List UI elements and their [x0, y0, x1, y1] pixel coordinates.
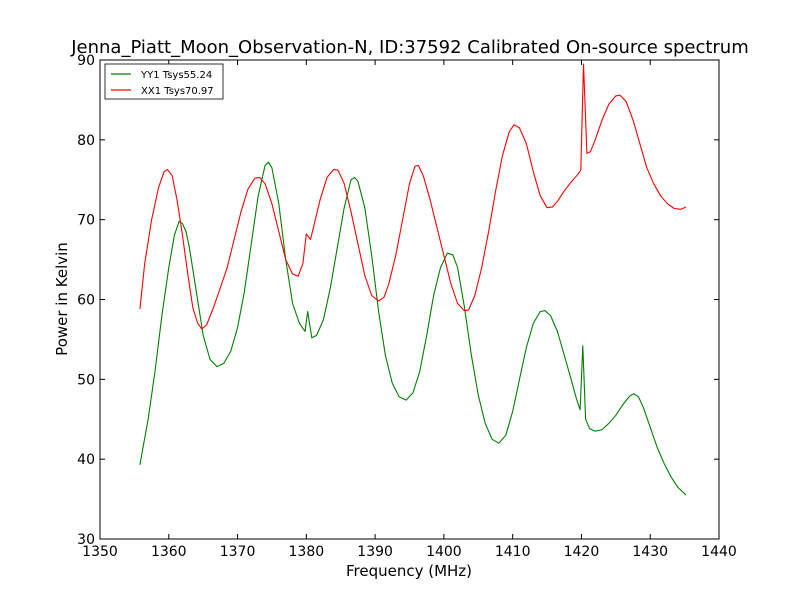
plot-area: 1350 1360 1370 1380 1390 1400 1410 1420 1430 1440…: [77, 53, 737, 560]
y-tick-label: 90: [77, 53, 95, 69]
y-axis-ticks: 30 40 50 60 70 80 90: [77, 53, 719, 548]
x-tick-label: 1410: [495, 544, 531, 560]
series-line-xx1: [139, 63, 687, 330]
chart-title: Jenna_Piatt_Moon_Observation-N, ID:37592…: [70, 37, 749, 58]
x-tick-label: 1420: [564, 544, 600, 560]
x-tick-label: 1440: [701, 544, 737, 560]
x-tick-label: 1390: [357, 544, 393, 560]
y-tick-label: 80: [77, 133, 95, 149]
plot-background: [100, 60, 719, 539]
x-tick-label: 1370: [220, 544, 256, 560]
legend-entries: YY1 Tsys55.24 XX1 Tsys70.97: [111, 70, 214, 97]
x-tick-label: 1360: [151, 544, 187, 560]
x-tick-label: 1350: [82, 544, 118, 560]
x-tick-label: 1400: [426, 544, 462, 560]
x-axis-label: Frequency (MHz): [346, 562, 472, 580]
legend-box: [104, 63, 224, 100]
legend-label: YY1 Tsys55.24: [140, 70, 212, 81]
y-tick-label: 70: [77, 213, 95, 229]
y-tick-label: 30: [77, 532, 95, 548]
legend-label: XX1 Tsys70.97: [141, 86, 214, 97]
x-tick-label: 1430: [632, 544, 668, 560]
y-tick-label: 40: [77, 452, 95, 468]
x-tick-label: 1380: [289, 544, 325, 560]
legend: YY1 Tsys55.24 XX1 Tsys70.97: [104, 63, 224, 100]
y-tick-label: 60: [77, 293, 95, 309]
series-line-yy1: [139, 161, 687, 496]
y-tick-label: 50: [77, 372, 95, 388]
y-axis-label: Power in Kelvin: [53, 242, 71, 356]
x-axis-ticks: 1350 1360 1370 1380 1390 1400 1410 1420 1430 1440: [82, 60, 737, 560]
series-layer: [139, 63, 687, 496]
